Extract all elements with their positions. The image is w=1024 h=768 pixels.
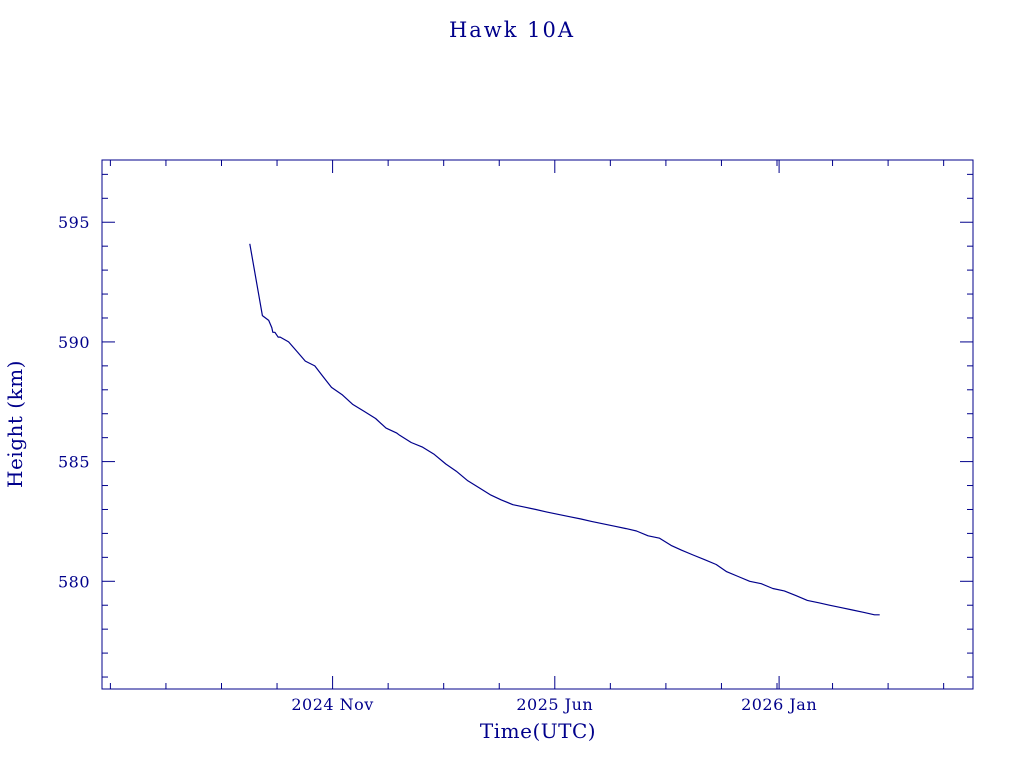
x-tick-label: 2025 Jun [516,695,593,714]
minor-ticks [102,160,973,689]
x-tick-label: 2024 Nov [291,695,373,714]
plot-frame [101,159,974,690]
y-tick-labels: 580 585 590 595 [58,213,90,591]
chart-title: Hawk 10A [449,18,575,42]
major-ticks [102,160,973,689]
x-axis-title: Time(UTC) [480,719,596,743]
x-tick-labels: 2024 Nov 2025 Jun 2026 Jan [291,695,817,714]
y-tick-label: 585 [58,453,90,472]
x-tick-label: 2026 Jan [741,695,817,714]
y-tick-label: 590 [58,333,90,352]
y-tick-label: 595 [58,213,90,232]
y-tick-label: 580 [58,572,90,591]
y-axis-title: Height (km) [3,360,27,488]
height-series-line [249,243,880,616]
